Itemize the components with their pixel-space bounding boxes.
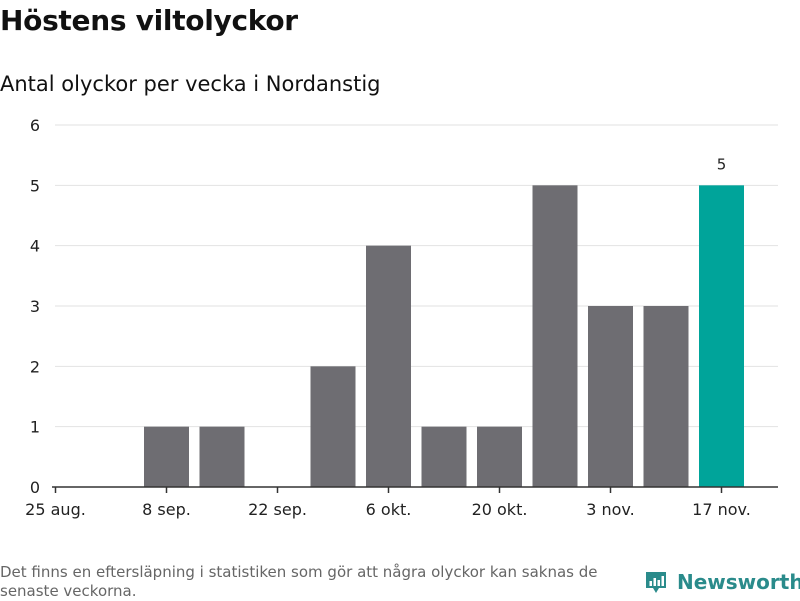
x-tick-label: 8 sep.	[142, 500, 191, 519]
data-labels: 5	[717, 155, 727, 173]
bar-chart: 0 1 2 3 4 5 6 25 aug. 8 sep. 22 sep. 6 okt. 20 okt…	[25, 116, 778, 519]
bar-29-sep-	[310, 366, 356, 487]
bar-8-sep-	[144, 426, 189, 487]
y-tick-label: 3	[30, 297, 40, 316]
x-tick-label: 20 okt.	[472, 500, 528, 519]
y-tick-label: 0	[30, 478, 40, 497]
x-tick-label: 22 sep.	[248, 500, 307, 519]
brand-name: Newsworthy	[677, 570, 800, 594]
x-tick-label: 6 okt.	[366, 500, 412, 519]
bar-13-okt-	[421, 426, 467, 487]
x-tick-label: 3 nov.	[586, 500, 635, 519]
chart-title: Höstens viltolyckor	[0, 4, 298, 37]
newsworthy-logo-icon	[646, 572, 666, 593]
brand-logo[interactable]: Newsworthy	[643, 569, 800, 595]
y-tick-label: 2	[30, 357, 40, 376]
y-tick-label: 1	[30, 418, 40, 437]
bar-20-okt-	[477, 426, 522, 487]
bar-6-okt-	[366, 245, 411, 487]
bar-15-sep-	[199, 426, 245, 487]
y-tick-label: 5	[30, 176, 40, 195]
y-tick-label: 4	[30, 237, 40, 256]
x-axis: 25 aug. 8 sep. 22 sep. 6 okt. 20 okt. 3 nov. 1…	[25, 486, 778, 519]
x-tick-label: 17 nov.	[692, 500, 751, 519]
bar-17-nov-	[699, 185, 744, 488]
y-tick-label: 6	[30, 116, 40, 135]
chart-subtitle: Antal olyckor per vecka i Nordanstig	[0, 72, 381, 96]
footnote: Det finns en eftersläpning i statistiken…	[0, 563, 598, 600]
bars	[144, 185, 744, 488]
bar-3-nov-	[588, 306, 633, 487]
data-label: 5	[717, 155, 727, 173]
x-tick-label: 25 aug.	[25, 500, 86, 519]
bar-10-nov-	[643, 306, 689, 487]
bar-27-okt-	[532, 185, 578, 488]
